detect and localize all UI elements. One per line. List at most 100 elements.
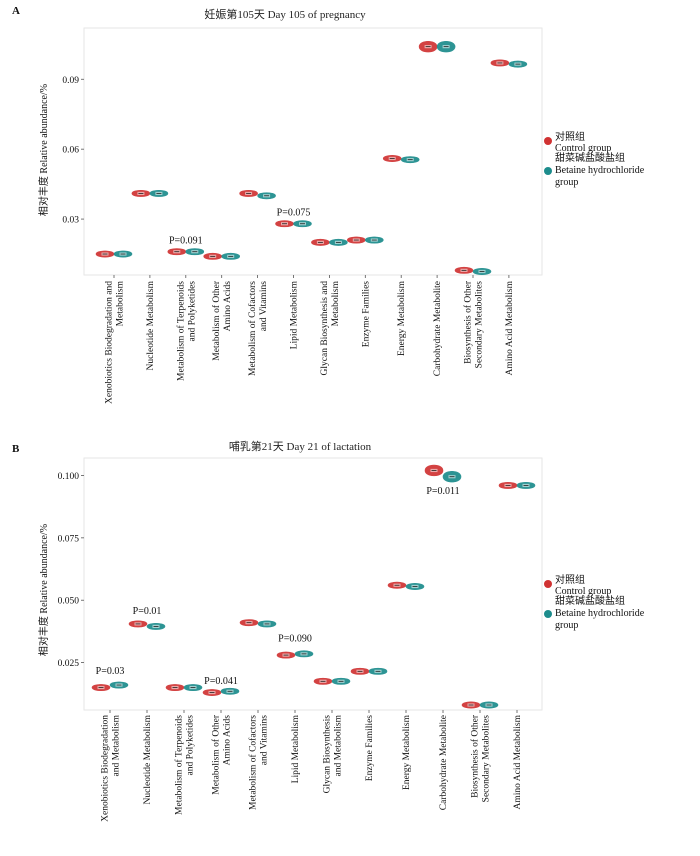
x-tick-label-line: and Polyketides xyxy=(187,281,197,342)
x-tick-label: Energy Metabolism xyxy=(402,714,412,790)
x-tick-label: Biosynthesis of OtherSecondary Metabolit… xyxy=(463,280,485,368)
x-tick-label-line: Glycan Biosynthesis and xyxy=(320,281,330,376)
y-axis-label: 相对丰度 Relative abundance/% xyxy=(37,524,50,656)
x-tick-label-line: Xenobiotics Biodegradation xyxy=(101,715,111,822)
x-tick-label-line: Energy Metabolism xyxy=(397,280,407,356)
y-tick-label: 0.03 xyxy=(62,216,79,226)
x-tick-label: Metabolism of Cofactorsand Vitamins xyxy=(247,281,269,376)
legend-betaine-swatch xyxy=(544,167,552,175)
legend-control-en: Control group xyxy=(555,143,611,154)
violin-chart-b: B 哺乳第21天 Day 21 of lactation 相对丰度 Relative… xyxy=(12,439,645,822)
x-tick-label: Xenobiotics Biodegradation andMetabolism xyxy=(105,280,126,404)
y-tick-label: 0.06 xyxy=(62,146,79,156)
x-tick-label-line: Nucleotide Metabolism xyxy=(143,714,153,804)
p-value-annotation: P=0.090 xyxy=(278,633,312,644)
x-tick-label: Metabolism of Terpenoidsand Polyketides xyxy=(174,715,196,815)
x-tick-label-line: Amino Acid Metabolism xyxy=(513,714,523,809)
x-tick-label-line: Secondary Metabolites xyxy=(482,715,492,803)
x-tick-label-line: Metabolism of Other xyxy=(211,714,222,795)
legend-betaine-en: Betaine hydrochloride xyxy=(555,165,645,176)
x-tick-label-line: Metabolism of Terpenoids xyxy=(175,281,186,381)
x-tick-label: Lipid Metabolism xyxy=(291,714,301,783)
y-axis-label: 相对丰度 Relative abundance/% xyxy=(37,84,50,216)
legend-betaine-swatch xyxy=(544,610,552,618)
legend-control-swatch xyxy=(544,580,552,588)
x-tick-label: Metabolism of Cofactorsand Vitamins xyxy=(248,715,270,810)
x-tick-label-line: Biosynthesis of Other xyxy=(470,714,481,798)
p-value-annotation: P=0.011 xyxy=(426,486,459,497)
x-tick-label: Carbohydrate Metabolite xyxy=(433,281,443,376)
x-tick-label-line: Metabolism of Other xyxy=(211,280,222,361)
x-tick-label-line: Carbohydrate Metabolite xyxy=(439,715,449,810)
x-tick-label: Amino Acid Metabolism xyxy=(505,280,515,375)
chart-title: 哺乳第21天 Day 21 of lactation xyxy=(229,439,372,453)
x-tick-label-line: and Vitamins xyxy=(259,281,269,331)
x-tick-label-line: Biosynthesis of Other xyxy=(463,280,474,364)
x-tick-label-line: and Polyketides xyxy=(186,715,196,776)
p-value-annotation: P=0.01 xyxy=(133,606,162,617)
x-tick-label: Glycan Biosynthesis andMetabolism xyxy=(320,280,341,375)
p-value-annotation: P=0.091 xyxy=(169,236,203,247)
x-tick-label: Enzyme Families xyxy=(361,281,371,348)
x-tick-label-line: Glycan Biosynthesis xyxy=(323,715,333,794)
y-tick-label: 0.025 xyxy=(58,659,80,669)
x-tick-label: Enzyme Families xyxy=(365,715,375,782)
x-tick-label-line: Metabolism xyxy=(116,280,126,326)
panel-a: A 妊娠第105天 Day 105 of pregnancy 相对丰度 Relati… xyxy=(12,5,645,404)
x-tick-label-line: Carbohydrate Metabolite xyxy=(433,281,443,376)
x-tick-label: Nucleotide Metabolism xyxy=(146,280,156,370)
plot-area xyxy=(83,457,543,711)
panel-label: B xyxy=(12,443,20,455)
panel-b: B 哺乳第21天 Day 21 of lactation 相对丰度 Relative… xyxy=(0,430,700,851)
x-tick-label-line: Metabolism of Cofactors xyxy=(247,281,258,376)
x-tick-label: Carbohydrate Metabolite xyxy=(439,715,449,810)
x-tick-label: Biosynthesis of OtherSecondary Metabolit… xyxy=(470,714,492,802)
legend-control-cn: 对照组 xyxy=(555,130,585,143)
x-tick-label-line: Nucleotide Metabolism xyxy=(146,280,156,370)
x-tick-label-line: and Vitamins xyxy=(260,715,270,765)
panel-label: A xyxy=(12,5,20,17)
x-tick-label: Energy Metabolism xyxy=(397,280,407,356)
x-tick-label: Nucleotide Metabolism xyxy=(143,714,153,804)
x-tick-label-line: Xenobiotics Biodegradation and xyxy=(105,281,115,404)
legend-control-swatch xyxy=(544,137,552,145)
x-tick-label: Metabolism of Terpenoidsand Polyketides xyxy=(175,281,197,381)
x-tick-label-line: Lipid Metabolism xyxy=(291,714,301,783)
x-tick-label: Metabolism of OtherAmino Acids xyxy=(211,280,233,361)
p-value-annotation: P=0.041 xyxy=(204,676,238,687)
violin-chart-a: A 妊娠第105天 Day 105 of pregnancy 相对丰度 Relati… xyxy=(12,5,645,404)
y-tick-label: 0.050 xyxy=(58,597,80,607)
legend-betaine-en-2: group xyxy=(555,177,578,188)
x-tick-label-line: Lipid Metabolism xyxy=(290,280,300,349)
p-value-annotation: P=0.03 xyxy=(96,666,125,677)
x-tick-label-line: Metabolism of Cofactors xyxy=(248,715,259,810)
x-tick-label: Xenobiotics Biodegradationand Metabolism xyxy=(101,714,122,821)
x-tick-label-line: Energy Metabolism xyxy=(402,714,412,790)
legend-betaine-en-2: group xyxy=(555,620,578,631)
x-tick-label-line: Amino Acid Metabolism xyxy=(505,280,515,375)
y-tick-label: 0.075 xyxy=(58,534,80,544)
y-tick-label: 0.100 xyxy=(58,472,80,482)
x-tick-label-line: and Metabolism xyxy=(112,714,122,776)
x-tick-label-line: Metabolism of Terpenoids xyxy=(174,715,185,815)
x-tick-label: Glycan Biosynthesisand Metabolism xyxy=(323,714,344,793)
plot-area xyxy=(83,27,543,276)
x-tick-label: Amino Acid Metabolism xyxy=(513,714,523,809)
legend-betaine-cn: 甜菜碱盐酸盐组 xyxy=(555,151,625,164)
p-value-annotation: P=0.075 xyxy=(277,208,311,219)
legend-betaine-cn: 甜菜碱盐酸盐组 xyxy=(555,594,625,607)
legend-control-en: Control group xyxy=(555,586,611,597)
legend-control-cn: 对照组 xyxy=(555,573,585,586)
chart-title: 妊娠第105天 Day 105 of pregnancy xyxy=(204,7,366,21)
x-tick-label-line: Amino Acids xyxy=(223,715,233,766)
x-tick-label: Metabolism of OtherAmino Acids xyxy=(211,714,233,795)
legend-betaine-en: Betaine hydrochloride xyxy=(555,608,645,619)
x-tick-label-line: Amino Acids xyxy=(223,281,233,332)
x-tick-label: Lipid Metabolism xyxy=(290,280,300,349)
x-tick-label-line: and Metabolism xyxy=(334,714,344,776)
x-tick-label-line: Enzyme Families xyxy=(361,281,371,348)
x-tick-label-line: Enzyme Families xyxy=(365,715,375,782)
x-tick-label-line: Secondary Metabolites xyxy=(475,281,485,369)
y-tick-label: 0.09 xyxy=(62,76,79,86)
x-tick-label-line: Metabolism xyxy=(331,280,341,326)
